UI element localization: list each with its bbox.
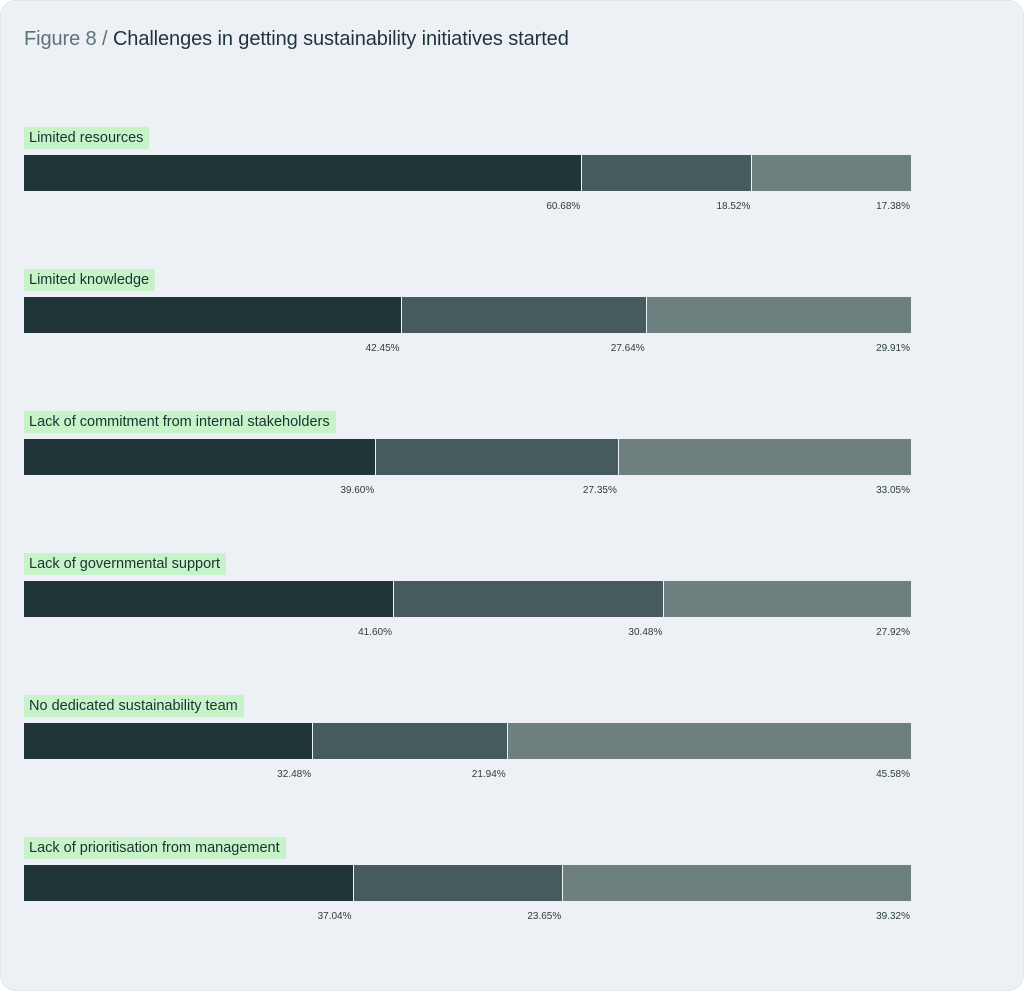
value-label: 27.64% [610,343,645,354]
category-label: Lack of governmental support [24,553,227,575]
bar-segment [352,865,563,901]
value-label: 17.38% [876,201,910,212]
bar-row [24,865,911,901]
bar-row [24,297,911,333]
value-label: 18.52% [716,201,751,212]
bar-segment [562,865,911,901]
bar-segment [24,723,313,759]
value-label: 39.32% [876,911,910,922]
category-label: Lack of commitment from internal stakeho… [24,411,336,433]
value-label: 21.94% [471,769,506,780]
bar-row [24,723,911,759]
bar-segment [617,439,911,475]
figure-title-text: Challenges in getting sustainability ini… [112,28,569,50]
bar-segment [581,155,752,191]
bar-segment [24,155,582,191]
value-label: 42.45% [365,343,400,354]
value-label: 27.92% [876,627,910,638]
value-label: 39.60% [340,485,375,496]
bar-row [24,581,911,617]
value-label: 29.91% [876,343,910,354]
value-label: 60.68% [546,201,581,212]
value-label: 45.58% [876,769,910,780]
bar-segment [24,581,393,617]
value-label: 27.35% [582,485,617,496]
value-label: 37.04% [317,911,352,922]
bar-segment [392,581,664,617]
category-label: Limited knowledge [24,269,156,291]
bar-segment [24,297,401,333]
bar-segment [506,723,911,759]
bar-row [24,439,911,475]
bar-segment [645,297,911,333]
category-label: Lack of prioritisation from management [24,837,286,859]
bar-segment [24,865,353,901]
value-label: 41.60% [358,627,392,638]
value-label: 32.48% [277,769,312,780]
category-label: Limited resources [24,127,150,149]
bar-segment [751,155,911,191]
category-label: No dedicated sustainability team [24,695,244,717]
value-label: 33.05% [876,485,910,496]
value-label: 30.48% [628,627,663,638]
bar-segment [663,581,911,617]
figure-title: Figure 8 / Challenges in getting sustain… [24,28,569,51]
bar-segment [312,723,507,759]
value-label: 23.65% [527,911,562,922]
figure-number: Figure 8 [24,28,97,50]
bar-row [24,155,911,191]
bar-segment [375,439,618,475]
bar-segment [400,297,646,333]
bar-segment [24,439,376,475]
title-separator: / [96,28,113,50]
